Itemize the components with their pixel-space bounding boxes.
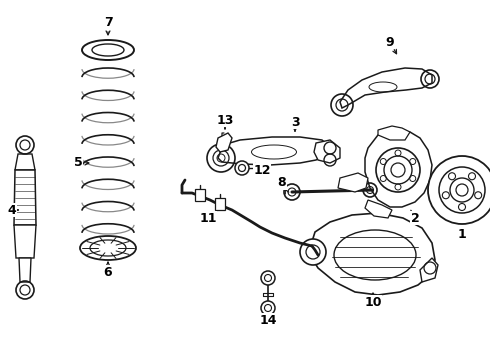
Polygon shape [14,170,36,225]
Text: 6: 6 [104,266,112,279]
Circle shape [235,161,249,175]
Text: 4: 4 [8,203,16,216]
Text: 2: 2 [411,211,419,225]
Polygon shape [218,137,330,165]
Polygon shape [216,133,232,152]
Text: 9: 9 [386,36,394,49]
Text: 1: 1 [458,228,466,240]
Ellipse shape [334,230,416,280]
Polygon shape [14,225,36,258]
Polygon shape [378,126,410,140]
Text: 11: 11 [199,211,217,225]
Polygon shape [340,68,432,108]
Polygon shape [215,198,225,210]
Circle shape [261,271,275,285]
Polygon shape [365,200,392,218]
Text: 10: 10 [364,296,382,309]
Text: 8: 8 [278,176,286,189]
Polygon shape [310,213,435,295]
Circle shape [261,301,275,315]
Text: 12: 12 [253,163,271,176]
Text: 14: 14 [259,314,277,327]
Polygon shape [420,258,438,282]
Text: 7: 7 [103,17,112,30]
Text: 3: 3 [291,116,299,129]
Text: 5: 5 [74,157,82,170]
Circle shape [428,156,490,224]
Circle shape [300,239,326,265]
Polygon shape [314,140,340,163]
Polygon shape [19,258,31,282]
Polygon shape [195,189,205,201]
Polygon shape [338,173,368,192]
Polygon shape [365,130,432,207]
Polygon shape [15,154,35,170]
Text: 13: 13 [216,113,234,126]
